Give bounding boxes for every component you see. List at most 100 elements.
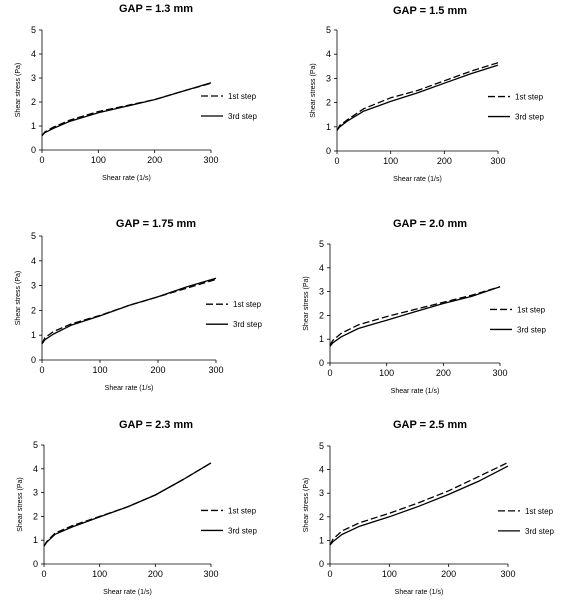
y-tick-label: 3 [33, 488, 38, 498]
x-tick-label: 100 [382, 569, 397, 579]
y-tick-label: 3 [319, 488, 324, 498]
x-tick-label: 200 [147, 155, 162, 165]
y-tick-label: 2 [319, 310, 324, 320]
legend-label: 3rd step [517, 325, 546, 334]
legend-label: 1st step [515, 93, 544, 102]
y-tick-label: 0 [31, 355, 36, 365]
chart-panel-3: GAP = 1.75 mm 0 1 2 3 4 5 0 100 200 300 Shear rate … [15, 218, 262, 392]
x-tick-label: 0 [39, 155, 44, 165]
x-tick-label: 100 [92, 365, 107, 375]
y-tick-label: 5 [326, 25, 331, 35]
x-tick-label: 200 [441, 569, 456, 579]
series-line-3rd-step [41, 82, 212, 137]
y-tick-label: 2 [31, 305, 36, 315]
x-tick-label: 0 [39, 365, 44, 375]
series-line-1st-step [336, 62, 499, 131]
x-tick-label: 0 [327, 368, 332, 378]
legend-label: 1st step [228, 506, 257, 515]
y-tick-label: 4 [31, 49, 36, 59]
series-line-3rd-step [329, 465, 509, 546]
x-tick-label: 200 [436, 368, 451, 378]
x-axis-label: Shear rate (1/s) [102, 175, 151, 182]
x-tick-label: 200 [437, 156, 452, 166]
x-tick-label: 300 [203, 155, 218, 165]
y-tick-label: 0 [326, 146, 331, 156]
y-axis-label: Shear stress (Pa) [15, 63, 22, 117]
chart-title: GAP = 2.3 mm [119, 419, 193, 431]
chart-panel-5: GAP = 2.3 mm 0 1 2 3 4 5 0 100 200 300 Shear rate (… [17, 419, 257, 596]
y-axis-label: Shear stress (Pa) [303, 478, 310, 532]
y-tick-label: 1 [31, 330, 36, 340]
y-tick-label: 4 [33, 464, 38, 474]
series-line-3rd-step [329, 286, 501, 347]
x-tick-label: 200 [148, 569, 163, 579]
x-tick-label: 100 [383, 156, 398, 166]
series-line-1st-step [41, 82, 212, 136]
x-axis-label: Shear rate (1/s) [105, 385, 154, 392]
legend-label: 1st step [233, 300, 262, 309]
y-tick-label: 5 [33, 440, 38, 450]
x-tick-label: 200 [150, 365, 165, 375]
legend-label: 3rd step [515, 113, 544, 122]
x-axis-label: Shear rate (1/s) [393, 176, 442, 183]
series-line-1st-step [329, 461, 509, 546]
x-tick-label: 300 [500, 569, 515, 579]
chart-title: GAP = 1.3 mm [119, 3, 193, 15]
y-tick-label: 0 [319, 559, 324, 569]
y-tick-label: 5 [319, 239, 324, 249]
x-tick-label: 0 [327, 569, 332, 579]
y-tick-label: 5 [31, 25, 36, 35]
legend-label: 3rd step [228, 112, 257, 121]
y-tick-label: 4 [319, 465, 324, 475]
x-tick-label: 100 [92, 569, 107, 579]
y-tick-label: 2 [31, 97, 36, 107]
x-axis-label: Shear rate (1/s) [395, 589, 444, 596]
y-tick-label: 3 [31, 281, 36, 291]
y-tick-label: 3 [31, 73, 36, 83]
y-tick-label: 5 [31, 231, 36, 241]
y-tick-label: 4 [319, 263, 324, 273]
x-tick-label: 0 [334, 156, 339, 166]
x-tick-label: 300 [490, 156, 505, 166]
y-tick-label: 1 [319, 535, 324, 545]
legend-label: 3rd step [525, 527, 554, 536]
series-line-1st-step [41, 278, 217, 345]
y-axis-label: Shear stress (Pa) [303, 276, 310, 330]
x-tick-label: 300 [492, 368, 507, 378]
y-axis-label: Shear stress (Pa) [15, 271, 22, 325]
y-tick-label: 1 [326, 122, 331, 132]
chart-title: GAP = 1.75 mm [116, 218, 196, 230]
legend-label: 1st step [517, 305, 546, 314]
series-line-1st-step [43, 462, 212, 547]
chart-panel-4: GAP = 2.0 mm 0 1 2 3 4 5 0 100 200 300 Shear rate (… [303, 218, 546, 395]
chart-panel-6: GAP = 2.5 mm 0 1 2 3 4 5 0 100 200 300 Shear rate (… [303, 419, 554, 596]
x-tick-label: 300 [203, 569, 218, 579]
chart-title: GAP = 2.5 mm [393, 419, 467, 431]
y-tick-label: 0 [31, 145, 36, 155]
chart-title: GAP = 1.5 mm [393, 5, 467, 17]
x-tick-label: 100 [91, 155, 106, 165]
chart-panel-1: GAP = 1.3 mm 0 1 2 3 4 5 0 100 200 300 Shear rate (… [15, 3, 257, 182]
y-tick-label: 1 [31, 121, 36, 131]
y-tick-label: 2 [326, 98, 331, 108]
series-line-1st-step [329, 286, 501, 346]
legend-label: 1st step [228, 92, 257, 101]
y-tick-label: 1 [319, 334, 324, 344]
legend-label: 1st step [525, 507, 554, 516]
x-tick-label: 300 [208, 365, 223, 375]
chart-title: GAP = 2.0 mm [393, 218, 467, 230]
x-tick-label: 100 [379, 368, 394, 378]
chart-panel-2: GAP = 1.5 mm 0 1 2 3 4 5 0 100 200 300 Shear rate (… [310, 5, 544, 183]
y-tick-label: 5 [319, 441, 324, 451]
y-axis-label: Shear stress (Pa) [17, 477, 24, 531]
y-tick-label: 4 [326, 49, 331, 59]
x-axis-label: Shear rate (1/s) [391, 388, 440, 395]
y-axis-label: Shear stress (Pa) [310, 63, 317, 117]
y-tick-label: 2 [319, 512, 324, 522]
legend-label: 3rd step [233, 320, 262, 329]
y-tick-label: 3 [326, 73, 331, 83]
y-tick-label: 0 [33, 559, 38, 569]
y-tick-label: 3 [319, 287, 324, 297]
legend-label: 3rd step [228, 526, 257, 535]
